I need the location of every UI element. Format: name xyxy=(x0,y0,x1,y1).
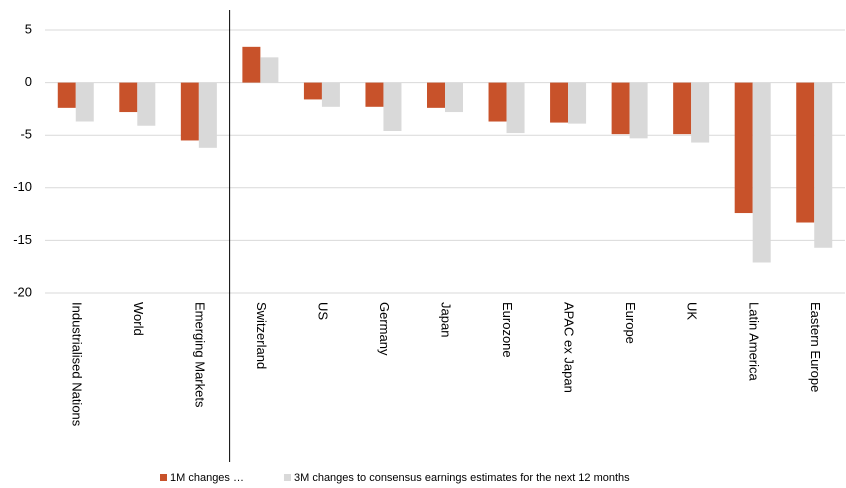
x-tick-label: Germany xyxy=(377,302,392,356)
bar xyxy=(321,82,340,107)
bar xyxy=(445,82,463,113)
x-tick-label: US xyxy=(315,302,330,320)
bar xyxy=(673,82,692,135)
bar xyxy=(242,46,261,83)
x-tick-label: UK xyxy=(685,302,700,320)
legend-swatch xyxy=(160,474,167,481)
x-tick-label: Europe xyxy=(623,302,638,344)
bar xyxy=(796,82,815,223)
bar xyxy=(383,82,402,131)
bar xyxy=(137,82,156,126)
bar xyxy=(611,82,630,135)
bar xyxy=(752,82,771,263)
bar xyxy=(365,82,384,107)
y-tick-label: -20 xyxy=(13,284,32,299)
legend-label: 3M changes to consensus earnings estimat… xyxy=(294,472,630,484)
legend-swatch xyxy=(283,474,291,481)
bar xyxy=(568,82,587,124)
bar xyxy=(488,82,507,122)
y-tick-label: -5 xyxy=(20,127,32,142)
bar xyxy=(75,82,94,122)
bar xyxy=(119,82,138,113)
x-tick-label: World xyxy=(131,302,146,336)
bar xyxy=(427,82,445,108)
bar xyxy=(814,82,833,248)
x-tick-label: Eurozone xyxy=(500,302,515,358)
bar xyxy=(550,82,569,123)
y-tick-label: 5 xyxy=(25,21,32,36)
bar xyxy=(506,82,525,134)
bar xyxy=(303,82,322,100)
bar xyxy=(691,82,710,143)
x-tick-label: Industrialised Nations xyxy=(69,302,84,427)
bar xyxy=(734,82,753,214)
x-tick-label: Japan xyxy=(439,302,454,337)
y-tick-label: -10 xyxy=(13,179,32,194)
bar xyxy=(57,82,76,108)
x-tick-label: Eastern Europe xyxy=(808,302,823,392)
bar xyxy=(180,82,199,141)
bar xyxy=(198,82,217,148)
bar xyxy=(629,82,648,139)
legend: 1M changes … 3M changes to consensus earn… xyxy=(160,472,630,484)
x-tick-label: Latin America xyxy=(746,302,761,382)
y-tick-label: -15 xyxy=(13,232,32,247)
x-tick-label: Switzerland xyxy=(254,302,269,369)
x-tick-label: APAC ex Japan xyxy=(562,302,577,393)
bar xyxy=(260,57,279,83)
x-tick-label: Emerging Markets xyxy=(192,302,207,408)
legend-label: 1M changes … xyxy=(170,472,244,484)
y-tick-label: 0 xyxy=(25,74,32,89)
